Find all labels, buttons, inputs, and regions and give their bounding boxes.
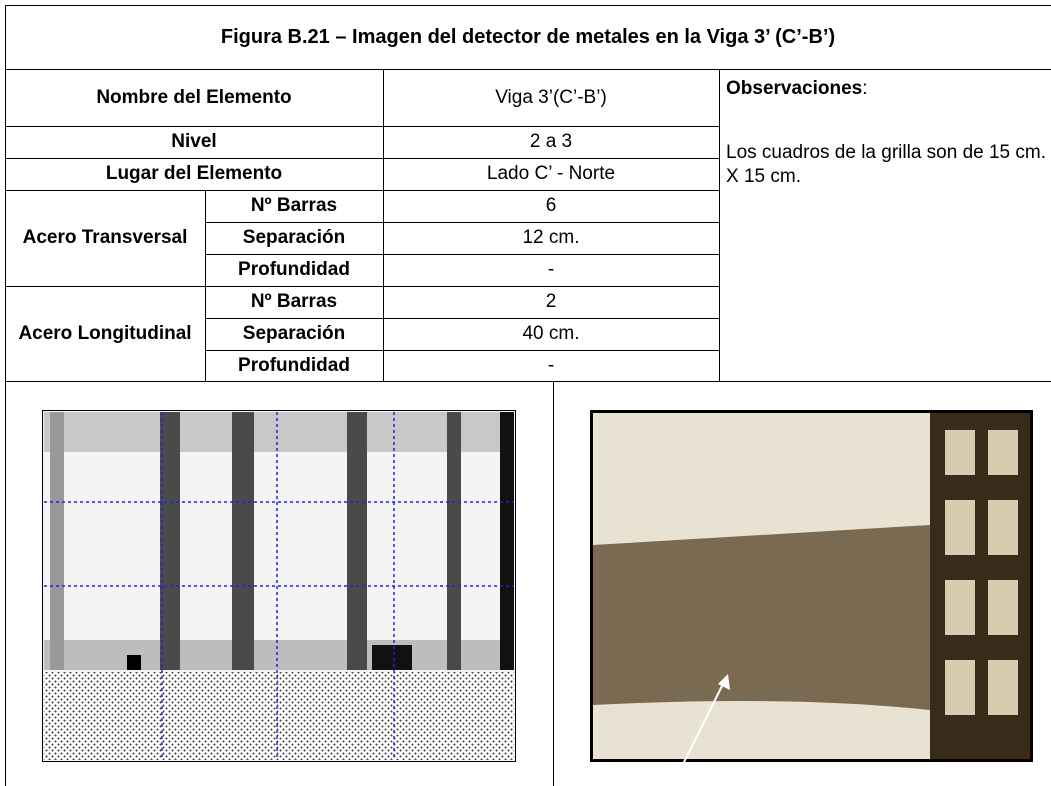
border <box>5 158 719 159</box>
sub-label: Nº Barras <box>250 195 338 216</box>
value: - <box>547 259 555 280</box>
border <box>5 126 719 127</box>
value: 12 cm. <box>522 227 580 248</box>
sub-label: Nº Barras <box>250 291 338 312</box>
sub-label: Profundidad <box>238 259 350 280</box>
border <box>5 286 719 287</box>
sub-label: Separación <box>242 323 346 344</box>
border <box>383 69 384 382</box>
arrow <box>671 674 730 786</box>
value: 2 <box>545 291 557 312</box>
value: - <box>547 355 555 376</box>
label: Nivel <box>171 131 217 152</box>
colon: : <box>862 78 868 99</box>
photo <box>590 410 1033 762</box>
border <box>205 254 719 255</box>
value: Lado C’ - Norte <box>486 163 616 184</box>
value: Viga 3’(C’-B’) <box>495 86 607 108</box>
group-label: Acero Longitudinal <box>18 323 192 344</box>
value: 2 a 3 <box>529 131 573 152</box>
value: 6 <box>545 195 557 216</box>
title: Figura B.21 – Imagen del detector de met… <box>220 25 836 48</box>
sub-label: Profundidad <box>238 355 350 376</box>
border <box>553 381 554 786</box>
border <box>5 5 6 786</box>
label: Nombre del Elemento <box>96 86 292 108</box>
border <box>205 350 719 351</box>
border <box>205 318 719 319</box>
sub-label: Separación <box>242 227 346 248</box>
detector-image <box>42 410 516 762</box>
border <box>5 69 1051 70</box>
border <box>5 190 719 191</box>
border <box>719 69 720 382</box>
observations-heading: Observaciones: <box>726 78 868 100</box>
border <box>5 5 1051 6</box>
group-label: Acero Transversal <box>22 227 188 248</box>
border <box>205 222 719 223</box>
label: Lugar del Elemento <box>105 163 283 184</box>
value: 40 cm. <box>522 323 580 344</box>
border <box>205 190 206 382</box>
observations-text: Los cuadros de la grilla son de 15 cm. X… <box>726 142 1047 187</box>
observations-label: Observaciones <box>726 78 863 99</box>
border <box>5 381 1051 382</box>
